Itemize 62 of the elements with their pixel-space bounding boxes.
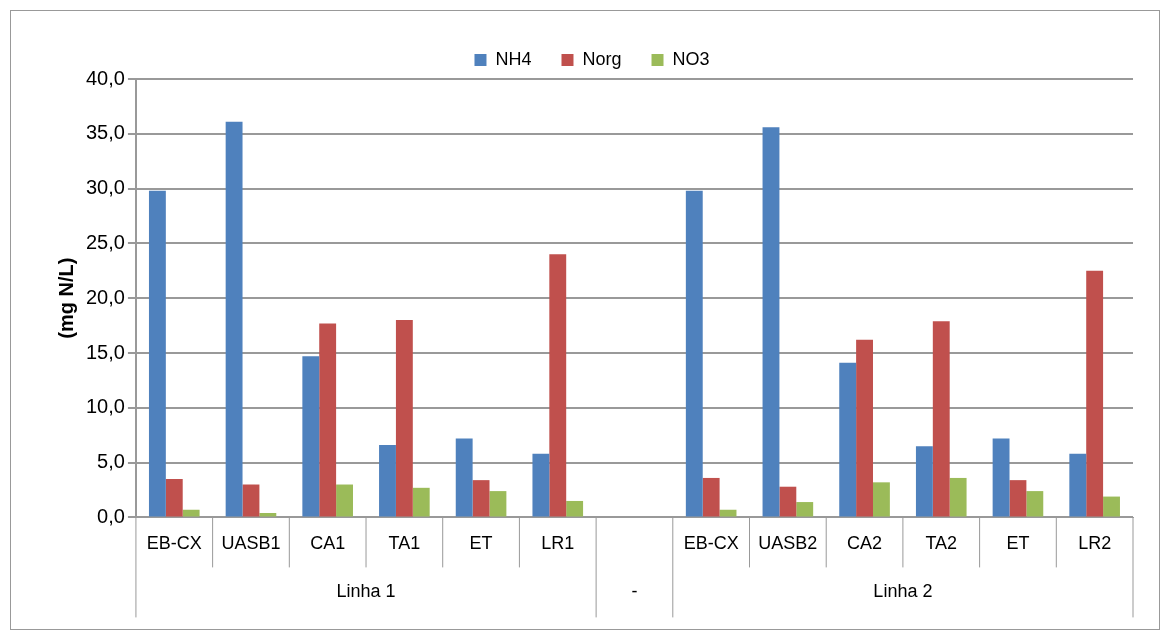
y-tick-label: 20,0 [85, 285, 125, 308]
x-tick-label: CA1 [310, 533, 346, 554]
bar [685, 190, 703, 517]
bar [455, 438, 473, 517]
y-tick-label: 40,0 [85, 66, 125, 89]
text: Linha 2 [873, 581, 933, 602]
bar [319, 323, 337, 517]
x-tick-label: UASB2 [758, 533, 818, 554]
bar [779, 486, 797, 517]
bar [1069, 453, 1087, 517]
y-tick-label: 0,0 [97, 504, 125, 527]
bar [839, 362, 857, 517]
x-tick-label: ET [469, 533, 493, 554]
y-tick-label: 25,0 [85, 230, 125, 253]
legend-label: Norg [582, 48, 622, 69]
bar [336, 484, 353, 517]
x-tick-label: EB-CX [683, 533, 739, 554]
x-tick-label: CA2 [847, 533, 883, 554]
bar [242, 484, 260, 517]
bar [532, 453, 550, 517]
bar [762, 127, 780, 517]
y-tick-label: 10,0 [85, 395, 125, 418]
bar [566, 500, 584, 517]
x-tick-label: LR2 [1078, 533, 1112, 554]
y-tick-label: 35,0 [85, 121, 125, 144]
x-tick-label: TA1 [388, 533, 421, 554]
bar [1103, 496, 1120, 517]
bar [1026, 491, 1044, 517]
bar [1009, 480, 1027, 517]
y-tick-label: 15,0 [85, 340, 125, 363]
y-tick-label: 30,0 [85, 176, 125, 199]
bar [302, 356, 320, 517]
bar [412, 487, 430, 517]
legend-label: NO3 [672, 48, 710, 69]
legend-label: NH4 [495, 48, 532, 69]
bar [379, 445, 396, 517]
bar [489, 491, 507, 517]
y-tick-label: 5,0 [97, 450, 125, 473]
x-tick-label: LR1 [541, 533, 575, 554]
bar [915, 446, 933, 517]
bar [872, 482, 890, 517]
bar [932, 321, 950, 517]
bar [182, 509, 200, 517]
text: Linha 1 [336, 581, 396, 602]
x-tick-label: ET [1006, 533, 1030, 554]
y-axis-title: (mg N/L) [54, 257, 77, 339]
bar [702, 477, 720, 517]
x-tick-label: UASB1 [221, 533, 281, 554]
bar [796, 502, 814, 517]
bar [856, 339, 873, 517]
bar [395, 320, 413, 517]
bar [549, 254, 567, 517]
bar [949, 477, 967, 517]
bar [1086, 270, 1104, 517]
bar [992, 438, 1010, 517]
text: - [631, 581, 638, 602]
bar [165, 479, 183, 517]
bar [148, 190, 166, 517]
x-tick-label: TA2 [925, 533, 958, 554]
x-tick-label: EB-CX [146, 533, 202, 554]
bar [472, 480, 490, 517]
bar [225, 121, 243, 517]
